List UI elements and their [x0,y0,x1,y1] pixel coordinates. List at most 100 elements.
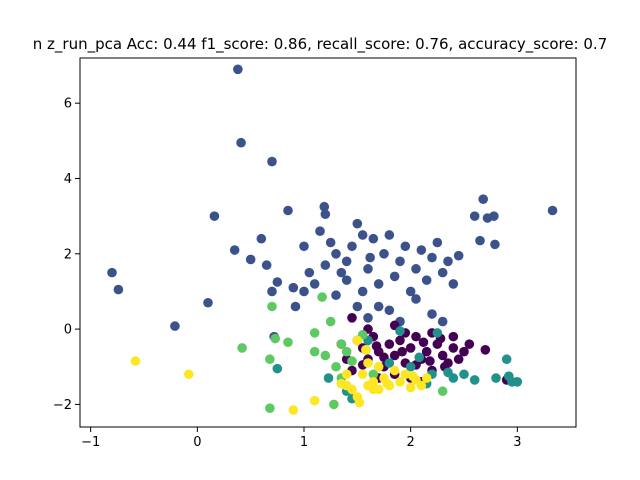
scatter-point [425,356,435,366]
scatter-point [421,346,432,357]
scatter-point [490,239,500,250]
scatter-point [331,361,341,372]
scatter-point [437,350,448,361]
scatter-point [336,267,347,278]
scatter-point [347,384,357,395]
scatter-point [405,343,416,353]
scatter-point [320,209,331,220]
y-tick-label: 2 [64,247,72,262]
points-layer [107,64,558,415]
scatter-point [395,326,405,336]
scatter-point [283,337,293,348]
scatter-point [347,241,357,252]
scatter-point [400,241,411,252]
scatter-point [288,282,299,293]
scatter-point [113,284,124,295]
scatter-point [389,350,400,361]
scatter-point [272,363,283,374]
scatter-point [341,256,352,267]
scatter-point [130,356,141,366]
scatter-point [411,331,421,342]
scatter-point [384,305,395,316]
scatter-point [354,397,365,408]
scatter-point [309,395,320,406]
scatter-point [448,343,459,353]
scatter-point [331,290,341,301]
scatter-point [405,361,416,372]
scatter-point [443,367,453,378]
scatter-point [323,373,334,383]
scatter-point [405,382,416,393]
scatter-point [437,267,448,278]
scatter-point [373,301,384,312]
scatter-point [304,267,315,278]
x-tick-label: 3 [513,435,521,450]
scatter-point [288,405,299,415]
scatter-point [357,369,368,380]
scatter-point [411,264,421,274]
scatter-point [341,369,352,380]
x-tick-label: −1 [81,435,100,450]
scatter-point [414,352,425,363]
scatter-point [363,313,373,323]
scatter-point [371,341,382,351]
scatter-point [469,211,480,221]
x-axis: −1 0 1 2 3 [81,427,521,450]
scatter-point [317,292,327,302]
scatter-point [400,369,411,380]
x-tick-label: 2 [407,435,415,450]
scatter-point [395,377,405,387]
scatter-point [405,286,416,297]
scatter-point [309,279,320,289]
scatter-point [320,350,331,361]
scatter-point [411,294,421,304]
scatter-point [267,156,277,167]
scatter-point [270,333,281,344]
scatter-point [459,369,469,380]
scatter-point [427,309,437,319]
scatter-point [299,286,309,297]
y-tick-label: 6 [64,97,72,112]
scatter-point [469,375,480,385]
scatter-point [418,337,429,348]
scatter-point [267,301,277,312]
scatter-point [368,377,379,387]
scatter-point [443,256,453,267]
scatter-point [437,316,448,327]
scatter-point [478,194,489,204]
scatter-point [464,339,475,349]
scatter-point [170,321,180,331]
x-tick-label: 0 [193,435,201,450]
scatter-point [384,230,395,240]
y-tick-label: −2 [53,398,72,413]
scatter-point [107,267,117,278]
y-tick-label: 0 [64,323,72,338]
scatter-point [368,233,379,244]
scatter-point [389,271,400,282]
scatter-point [237,343,247,353]
scatter-point [448,331,459,342]
scatter-point [290,301,301,312]
scatter-point [432,237,443,248]
scatter-point [373,279,384,289]
series-4 [130,335,432,415]
scatter-point [329,399,339,410]
scatter-point [319,201,330,212]
y-tick-label: 4 [64,172,72,187]
scatter-point [352,335,363,346]
scatter-point [368,384,379,395]
plot-frame [79,57,577,428]
scatter-point [421,373,432,383]
scatter-point [395,256,405,267]
scatter-point [299,241,309,252]
scatter-point [325,316,336,327]
scatter-point [357,230,368,240]
scatter-point [320,260,331,270]
scatter-point [491,373,501,383]
scatter-point [209,211,220,221]
scatter-point [352,218,363,229]
scatter-point [421,275,432,285]
scatter-point [501,354,512,365]
scatter-point [416,245,427,255]
scatter-point [397,346,407,357]
